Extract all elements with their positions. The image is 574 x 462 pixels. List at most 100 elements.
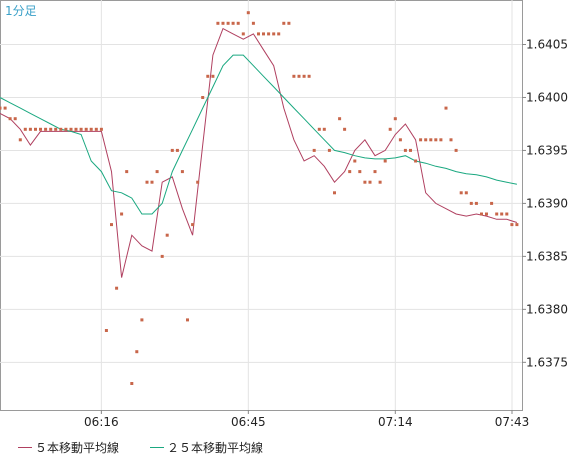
y-tick-label-4: 1.6395 (526, 143, 568, 157)
price-point-57 (287, 21, 291, 25)
price-point-75 (378, 180, 382, 184)
price-point-12 (59, 127, 63, 131)
price-point-18 (89, 127, 93, 131)
price-point-69 (348, 170, 352, 174)
price-point-46 (231, 21, 235, 25)
y-tick-label-6: 1.6405 (526, 37, 568, 51)
y-tick-label-3: 1.6390 (526, 196, 568, 210)
series-lines (0, 27, 518, 278)
price-point-15 (74, 127, 78, 131)
price-point-2 (8, 117, 12, 121)
price-point-64 (322, 127, 326, 131)
price-point-17 (84, 127, 88, 131)
price-point-79 (398, 138, 402, 142)
legend-label-ma25: ２５本移動平均線 (167, 441, 264, 455)
price-point-40 (201, 96, 205, 99)
price-point-63 (317, 127, 321, 131)
price-point-51 (257, 32, 260, 36)
price-point-87 (439, 138, 443, 142)
price-point-53 (267, 32, 271, 36)
price-point-43 (216, 21, 220, 25)
price-point-101 (510, 223, 514, 227)
grid-lines (0, 0, 522, 410)
price-point-30 (150, 180, 154, 184)
price-point-41 (206, 74, 210, 78)
y-tick-label-1: 1.6380 (526, 302, 568, 316)
price-point-61 (307, 74, 311, 78)
price-point-73 (368, 180, 372, 184)
x-tick-label-1: 06:45 (231, 415, 266, 429)
legend-swatch-ma25 (150, 447, 164, 448)
price-point-35 (175, 148, 179, 152)
price-point-100 (505, 212, 509, 216)
price-point-80 (403, 148, 407, 152)
price-point-77 (388, 127, 392, 131)
price-point-93 (469, 201, 473, 205)
price-point-8 (39, 127, 42, 131)
price-point-68 (343, 127, 347, 131)
price-point-58 (292, 74, 296, 78)
fx-rate-chart: 1.6375 1.6380 1.6385 1.6390 1.6395 1.6400 1.64… (0, 0, 568, 429)
price-point-49 (246, 11, 250, 15)
plot-area (0, 0, 523, 411)
price-point-76 (383, 159, 387, 163)
price-point-99 (500, 212, 504, 216)
price-point-9 (44, 127, 48, 131)
price-point-25 (125, 170, 129, 174)
price-point-6 (28, 127, 32, 131)
price-point-16 (79, 127, 83, 131)
price-point-60 (302, 74, 306, 78)
price-point-32 (160, 254, 164, 258)
price-point-38 (191, 223, 195, 227)
price-point-7 (34, 127, 37, 131)
price-point-20 (99, 127, 103, 131)
ma25-line (0, 54, 518, 215)
price-point-24 (120, 212, 124, 216)
price-point-34 (170, 148, 174, 152)
price-point-22 (110, 223, 113, 227)
price-point-29 (145, 180, 149, 184)
price-point-92 (464, 191, 468, 195)
price-point-23 (115, 286, 119, 290)
price-point-72 (363, 180, 367, 184)
price-point-0 (0, 106, 2, 110)
x-axis: 06:16 06:45 07:14 07:43 (84, 410, 529, 429)
price-point-91 (459, 191, 463, 195)
price-point-82 (414, 159, 418, 163)
price-point-81 (409, 148, 412, 152)
price-point-52 (262, 32, 265, 36)
price-point-94 (474, 201, 478, 205)
price-point-55 (277, 32, 281, 36)
y-tick-label-5: 1.6400 (526, 90, 568, 104)
price-points (0, 11, 519, 385)
price-point-28 (140, 318, 144, 322)
legend-label-ma5: ５本移動平均線 (35, 441, 120, 455)
price-point-67 (338, 117, 342, 121)
price-point-27 (135, 350, 139, 354)
y-axis: 1.6375 1.6380 1.6385 1.6390 1.6395 1.6400 1.64… (522, 37, 568, 369)
price-point-84 (424, 138, 428, 142)
y-tick-label-2: 1.6385 (526, 249, 568, 263)
price-point-33 (165, 233, 169, 237)
price-point-90 (454, 148, 458, 152)
price-point-11 (54, 127, 58, 131)
legend-item-ma5: ５本移動平均線 (18, 439, 119, 456)
price-point-102 (515, 223, 519, 227)
price-point-14 (69, 127, 73, 131)
price-point-65 (327, 148, 331, 152)
price-point-39 (196, 180, 200, 184)
price-point-26 (130, 382, 134, 385)
price-point-3 (13, 117, 17, 121)
price-point-85 (429, 138, 433, 142)
x-tick-label-0: 06:16 (84, 415, 119, 429)
legend-swatch-ma5 (18, 447, 32, 448)
ma5-line (0, 27, 518, 278)
y-tick-label-0: 1.6375 (526, 355, 568, 369)
legend: ５本移動平均線 ２５本移動平均線 (0, 431, 574, 462)
price-point-78 (393, 117, 397, 121)
price-point-56 (282, 21, 286, 25)
price-point-71 (358, 170, 362, 174)
price-point-45 (226, 21, 230, 25)
price-point-96 (485, 212, 488, 216)
